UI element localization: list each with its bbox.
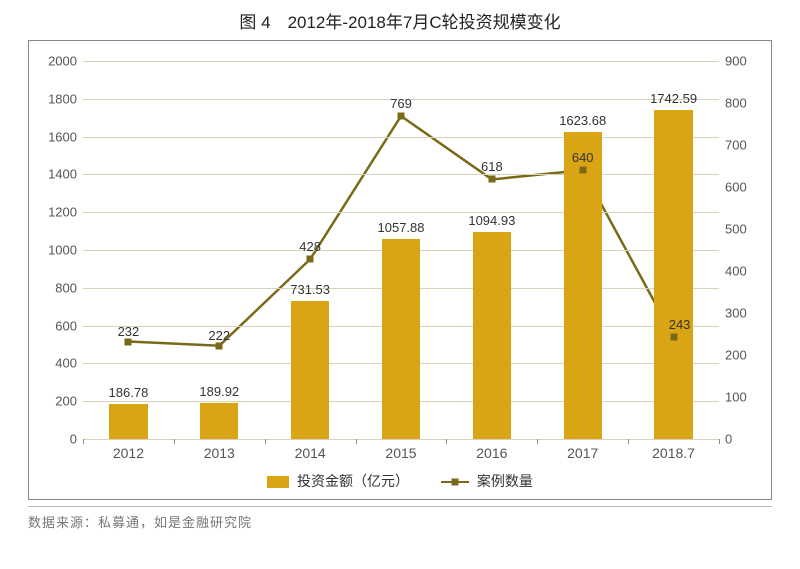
divider	[28, 506, 772, 507]
bar	[291, 301, 329, 439]
x-axis-label: 2013	[204, 445, 235, 461]
bar	[654, 110, 692, 439]
line-marker	[216, 342, 223, 349]
line-marker	[670, 333, 677, 340]
x-axis-label: 2018.7	[652, 445, 695, 461]
y-right-tick-label: 100	[725, 390, 747, 405]
line-marker	[488, 176, 495, 183]
x-tick	[446, 439, 447, 444]
chart-title: 图 4 2012年-2018年7月C轮投资规模变化	[0, 0, 800, 37]
y-right-tick-label: 800	[725, 96, 747, 111]
gridline	[83, 212, 719, 213]
bar-value-label: 1623.68	[543, 113, 623, 128]
x-tick	[265, 439, 266, 444]
y-left-tick-label: 800	[55, 280, 77, 295]
legend-label-line: 案例数量	[477, 473, 533, 489]
x-axis-label: 2016	[476, 445, 507, 461]
x-tick	[537, 439, 538, 444]
gridline	[83, 439, 719, 440]
bar	[382, 239, 420, 439]
x-tick	[628, 439, 629, 444]
y-right-tick-label: 0	[725, 432, 732, 447]
bar-value-label: 731.53	[270, 282, 350, 297]
y-right-tick-label: 200	[725, 348, 747, 363]
plot-area: 0200400600800100012001400160018002000010…	[83, 61, 719, 439]
line-marker	[307, 256, 314, 263]
y-left-tick-label: 600	[55, 318, 77, 333]
legend-swatch-line	[441, 476, 469, 488]
line-value-label: 428	[299, 239, 321, 254]
x-tick	[174, 439, 175, 444]
y-left-tick-label: 1800	[48, 91, 77, 106]
legend-swatch-bar	[267, 476, 289, 488]
bar	[200, 403, 238, 439]
line-marker	[125, 338, 132, 345]
line-value-label: 769	[390, 96, 412, 111]
y-left-tick-label: 400	[55, 356, 77, 371]
y-left-tick-label: 0	[70, 432, 77, 447]
source-text: 数据来源：私募通，如是金融研究院	[28, 512, 252, 531]
bar	[109, 404, 147, 439]
x-tick	[83, 439, 84, 444]
y-left-tick-label: 2000	[48, 54, 77, 69]
chart-box: 0 200 400 600 800 1000 1200 1400 1600 1800 2000 0 10…	[28, 40, 772, 500]
bar-value-label: 1742.59	[634, 91, 714, 106]
line-value-label: 243	[669, 317, 691, 332]
bar	[564, 132, 602, 439]
x-tick	[356, 439, 357, 444]
legend: 投资金额（亿元） 案例数量	[29, 471, 771, 491]
bar-value-label: 189.92	[179, 384, 259, 399]
y-left-tick-label: 200	[55, 394, 77, 409]
line-marker	[398, 113, 405, 120]
line-value-label: 618	[481, 159, 503, 174]
x-axis-label: 2015	[385, 445, 416, 461]
y-right-tick-label: 500	[725, 222, 747, 237]
line-value-label: 222	[208, 328, 230, 343]
y-right-tick-label: 700	[725, 138, 747, 153]
bar-value-label: 186.78	[88, 385, 168, 400]
bar-value-label: 1057.88	[361, 220, 441, 235]
bar	[473, 232, 511, 439]
y-right-tick-label: 300	[725, 306, 747, 321]
line-value-label: 640	[572, 150, 594, 165]
legend-item-line: 案例数量	[441, 471, 533, 491]
y-right-tick-label: 900	[725, 54, 747, 69]
x-tick	[719, 439, 720, 444]
y-right-tick-label: 400	[725, 264, 747, 279]
x-axis-label: 2012	[113, 445, 144, 461]
line-marker	[579, 167, 586, 174]
x-axis-label: 2017	[567, 445, 598, 461]
figure-container: 图 4 2012年-2018年7月C轮投资规模变化 0 200 400 600 800 1…	[0, 0, 800, 569]
y-left-tick-label: 1000	[48, 243, 77, 258]
legend-label-bars: 投资金额（亿元）	[297, 473, 409, 489]
y-left-tick-label: 1600	[48, 129, 77, 144]
y-left-tick-label: 1200	[48, 205, 77, 220]
y-left-tick-label: 1400	[48, 167, 77, 182]
bar-value-label: 1094.93	[452, 213, 532, 228]
gridline	[83, 174, 719, 175]
gridline	[83, 137, 719, 138]
x-axis-label: 2014	[295, 445, 326, 461]
y-right-tick-label: 600	[725, 180, 747, 195]
gridline	[83, 61, 719, 62]
legend-item-bars: 投资金额（亿元）	[267, 471, 409, 491]
line-value-label: 232	[118, 324, 140, 339]
